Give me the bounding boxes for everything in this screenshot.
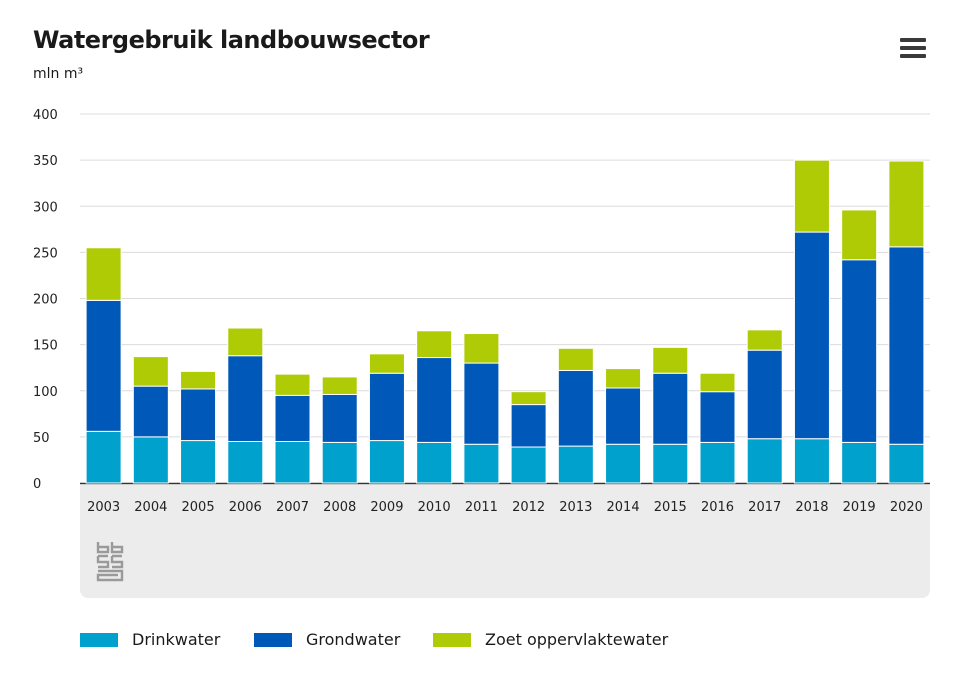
bar-drinkwater-2004[interactable] <box>132 436 169 484</box>
bar-grondwater-2016[interactable] <box>699 391 736 443</box>
legend-item-oppervlaktewater[interactable]: Zoet oppervlaktewater <box>433 630 668 649</box>
bar-grondwater-2010[interactable] <box>416 357 453 443</box>
bar-drinkwater-2012[interactable] <box>510 446 547 484</box>
bar-drinkwater-2005[interactable] <box>180 440 217 484</box>
bar-grondwater-2012[interactable] <box>510 404 547 448</box>
bar-grondwater-2004[interactable] <box>132 385 169 438</box>
x-tick-label: 2009 <box>370 500 403 515</box>
menu-icon[interactable] <box>900 38 926 60</box>
y-tick-label: 50 <box>33 431 50 446</box>
bar-grondwater-2005[interactable] <box>180 388 217 442</box>
bar-drinkwater-2013[interactable] <box>557 445 594 484</box>
y-tick-label: 150 <box>33 339 58 354</box>
x-tick-label: 2005 <box>182 500 215 515</box>
bar-grondwater-2007[interactable] <box>274 394 311 442</box>
legend-label-oppervlaktewater: Zoet oppervlaktewater <box>485 630 669 649</box>
bar-oppervlaktewater-2014[interactable] <box>605 368 642 389</box>
y-axis-unit: mln m³ <box>33 66 84 82</box>
bar-drinkwater-2009[interactable] <box>368 440 405 484</box>
bar-grondwater-2013[interactable] <box>557 369 594 447</box>
y-tick-label: 400 <box>33 108 58 123</box>
bar-grondwater-2015[interactable] <box>652 372 689 445</box>
bar-oppervlaktewater-2019[interactable] <box>841 209 878 261</box>
x-tick-label: 2004 <box>134 500 167 515</box>
bar-drinkwater-2018[interactable] <box>793 438 830 484</box>
bar-oppervlaktewater-2016[interactable] <box>699 372 736 393</box>
y-tick-label: 200 <box>33 293 58 308</box>
bar-oppervlaktewater-2012[interactable] <box>510 391 547 406</box>
bar-drinkwater-2003[interactable] <box>85 430 122 484</box>
bar-grondwater-2019[interactable] <box>841 259 878 443</box>
legend-swatch-grondwater <box>254 632 292 647</box>
x-tick-label: 2010 <box>418 500 451 515</box>
bar-oppervlaktewater-2020[interactable] <box>888 160 925 248</box>
bar-grondwater-2017[interactable] <box>746 349 783 440</box>
legend-item-drinkwater[interactable]: Drinkwater <box>80 630 254 649</box>
bar-drinkwater-2010[interactable] <box>416 441 453 484</box>
bar-oppervlaktewater-2004[interactable] <box>132 356 169 387</box>
x-tick-label: 2011 <box>465 500 498 515</box>
bar-drinkwater-2008[interactable] <box>321 441 358 484</box>
bar-grondwater-2008[interactable] <box>321 393 358 443</box>
bar-grondwater-2020[interactable] <box>888 246 925 445</box>
bar-drinkwater-2014[interactable] <box>605 443 642 484</box>
bar-oppervlaktewater-2008[interactable] <box>321 376 358 395</box>
bar-drinkwater-2019[interactable] <box>841 441 878 484</box>
bar-grondwater-2006[interactable] <box>227 355 264 442</box>
y-tick-label: 300 <box>33 200 58 215</box>
bar-oppervlaktewater-2007[interactable] <box>274 373 311 396</box>
y-tick-label: 250 <box>33 246 58 261</box>
x-tick-label: 2014 <box>607 500 640 515</box>
legend: Drinkwater Grondwater Zoet oppervlaktewa… <box>80 630 668 649</box>
legend-swatch-oppervlaktewater <box>433 632 471 647</box>
y-tick-label: 100 <box>33 385 58 400</box>
bar-oppervlaktewater-2017[interactable] <box>746 329 783 351</box>
x-tick-label: 2015 <box>654 500 687 515</box>
x-tick-label: 2012 <box>512 500 545 515</box>
x-tick-label: 2016 <box>701 500 734 515</box>
chart-title: Watergebruik landbouwsector <box>33 26 430 54</box>
bar-grondwater-2014[interactable] <box>605 387 642 445</box>
bar-drinkwater-2017[interactable] <box>746 438 783 484</box>
legend-label-grondwater: Grondwater <box>306 630 401 649</box>
legend-swatch-drinkwater <box>80 632 118 647</box>
bar-oppervlaktewater-2010[interactable] <box>416 330 453 359</box>
bar-grondwater-2003[interactable] <box>85 299 122 432</box>
bar-drinkwater-2016[interactable] <box>699 441 736 484</box>
bar-oppervlaktewater-2009[interactable] <box>368 353 405 374</box>
bar-oppervlaktewater-2013[interactable] <box>557 347 594 371</box>
x-tick-label: 2019 <box>843 500 876 515</box>
x-tick-label: 2020 <box>890 500 923 515</box>
y-tick-label: 350 <box>33 154 58 169</box>
x-tick-label: 2006 <box>229 500 262 515</box>
cbs-logo-icon <box>96 542 124 582</box>
x-tick-label: 2013 <box>559 500 592 515</box>
legend-item-grondwater[interactable]: Grondwater <box>254 630 433 649</box>
bar-oppervlaktewater-2006[interactable] <box>227 327 264 357</box>
bar-oppervlaktewater-2003[interactable] <box>85 247 122 301</box>
bar-grondwater-2011[interactable] <box>463 362 500 445</box>
y-tick-label: 0 <box>33 477 41 492</box>
bar-oppervlaktewater-2011[interactable] <box>463 333 500 364</box>
x-tick-label: 2008 <box>323 500 356 515</box>
bar-oppervlaktewater-2018[interactable] <box>793 159 830 233</box>
bar-grondwater-2009[interactable] <box>368 372 405 442</box>
legend-label-drinkwater: Drinkwater <box>132 630 221 649</box>
x-tick-label: 2017 <box>748 500 781 515</box>
x-axis-band <box>80 485 930 598</box>
bar-grondwater-2018[interactable] <box>793 231 830 440</box>
x-tick-label: 2007 <box>276 500 309 515</box>
bar-drinkwater-2007[interactable] <box>274 440 311 484</box>
bar-oppervlaktewater-2005[interactable] <box>180 370 217 390</box>
bar-drinkwater-2015[interactable] <box>652 443 689 484</box>
bar-drinkwater-2020[interactable] <box>888 443 925 484</box>
bar-oppervlaktewater-2015[interactable] <box>652 346 689 374</box>
bar-drinkwater-2006[interactable] <box>227 440 264 484</box>
x-tick-label: 2003 <box>87 500 120 515</box>
x-tick-label: 2018 <box>795 500 828 515</box>
bar-drinkwater-2011[interactable] <box>463 443 500 484</box>
